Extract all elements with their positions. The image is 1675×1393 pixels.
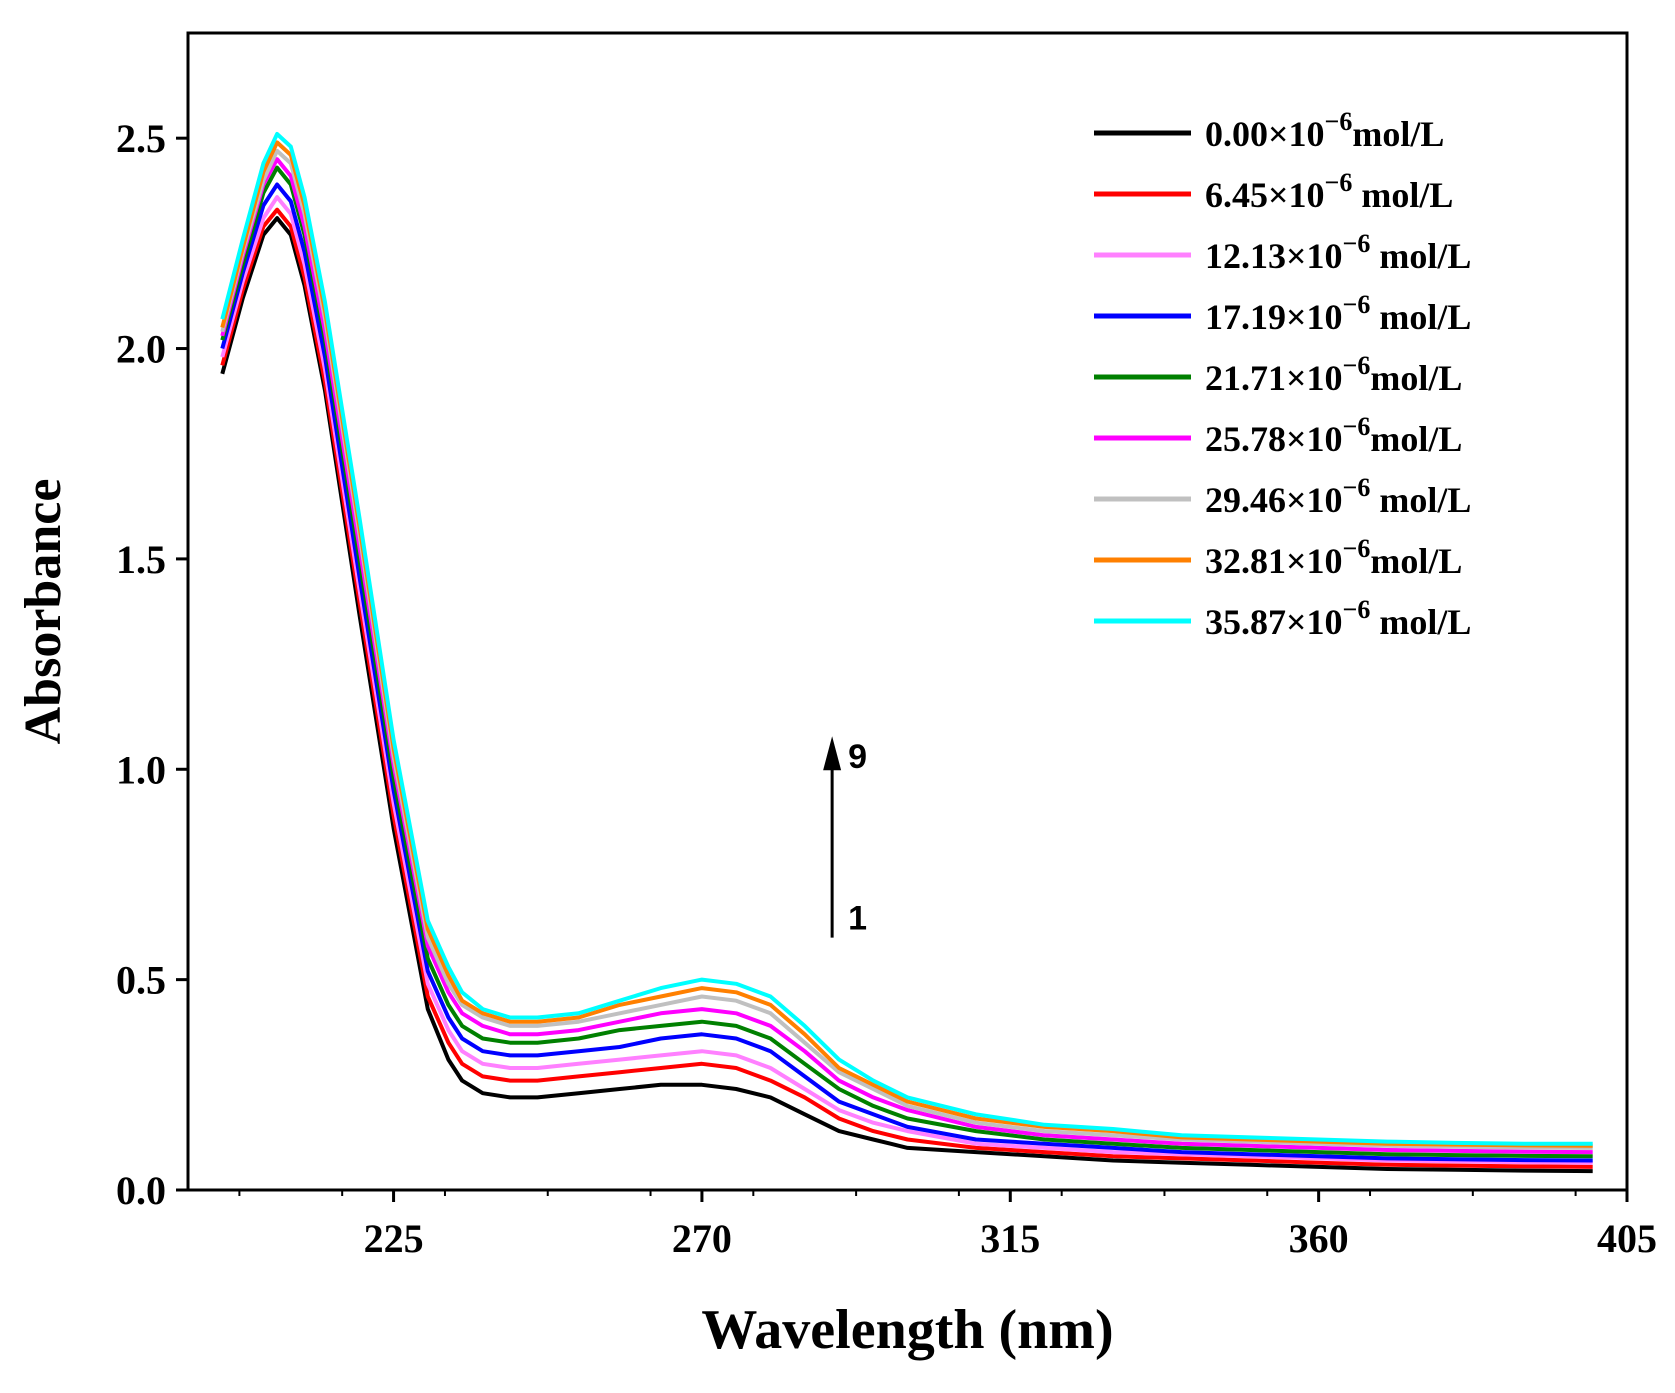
legend-item-5: 21.71×10−6mol/L <box>1094 351 1462 398</box>
x-tick-label: 270 <box>672 1216 732 1261</box>
legend-item-7: 29.46×10−6 mol/L <box>1094 473 1471 520</box>
legend-label: 12.13×10−6 mol/L <box>1205 229 1471 276</box>
x-axis-title: Wavelength (nm) <box>701 1299 1113 1361</box>
y-tick-label: 1.5 <box>116 537 166 582</box>
legend-item-2: 6.45×10−6 mol/L <box>1094 168 1453 215</box>
legend-label: 17.19×10−6 mol/L <box>1205 290 1471 337</box>
legend-label: 6.45×10−6 mol/L <box>1205 168 1453 215</box>
legend-item-3: 12.13×10−6 mol/L <box>1094 229 1471 276</box>
y-tick-label: 0.0 <box>116 1168 166 1213</box>
x-tick-label: 405 <box>1597 1216 1657 1261</box>
y-tick-label: 2.0 <box>116 327 166 372</box>
arrow-head <box>823 736 842 771</box>
series-line-2 <box>220 207 1593 1169</box>
y-tick-label: 2.5 <box>116 116 166 161</box>
legend-label: 21.71×10−6mol/L <box>1205 351 1462 398</box>
x-tick-label: 360 <box>1289 1216 1349 1261</box>
arrow-end-label: 9 <box>848 738 867 776</box>
plot-area <box>220 132 1593 1174</box>
legend: 0.00×10−6mol/L 6.45×10−6 mol/L 12.13×10−6 … <box>1094 107 1471 642</box>
legend-label: 25.78×10−6mol/L <box>1205 412 1462 459</box>
series-line-4 <box>220 182 1593 1163</box>
y-tick-label: 0.5 <box>116 958 166 1003</box>
series-line-3 <box>220 195 1593 1165</box>
legend-item-8: 32.81×10−6mol/L <box>1094 534 1462 581</box>
legend-item-9: 35.87×10−6 mol/L <box>1094 595 1471 642</box>
legend-label: 32.81×10−6mol/L <box>1205 534 1462 581</box>
trend-arrow-annotation: 19 <box>823 736 867 938</box>
arrow-start-label: 1 <box>848 900 867 938</box>
plot-frame <box>186 31 1629 1192</box>
legend-item-6: 25.78×10−6mol/L <box>1094 412 1462 459</box>
legend-label: 29.46×10−6 mol/L <box>1205 473 1471 520</box>
y-axis: 0.0 0.5 1.0 1.5 2.0 2.5 <box>116 116 188 1213</box>
legend-item-1: 0.00×10−6mol/L <box>1094 107 1444 154</box>
x-tick-label: 315 <box>980 1216 1040 1261</box>
x-tick-label: 225 <box>364 1216 424 1261</box>
y-tick-label: 1.0 <box>116 747 166 792</box>
series-line-6 <box>220 157 1593 1155</box>
legend-label: 0.00×10−6mol/L <box>1205 107 1444 154</box>
x-axis: 225 270 315 360 405 <box>238 1190 1657 1261</box>
series-line-9 <box>220 132 1593 1146</box>
legend-item-4: 17.19×10−6 mol/L <box>1094 290 1471 337</box>
y-axis-title: Absorbance <box>15 479 72 745</box>
legend-label: 35.87×10−6 mol/L <box>1205 595 1471 642</box>
